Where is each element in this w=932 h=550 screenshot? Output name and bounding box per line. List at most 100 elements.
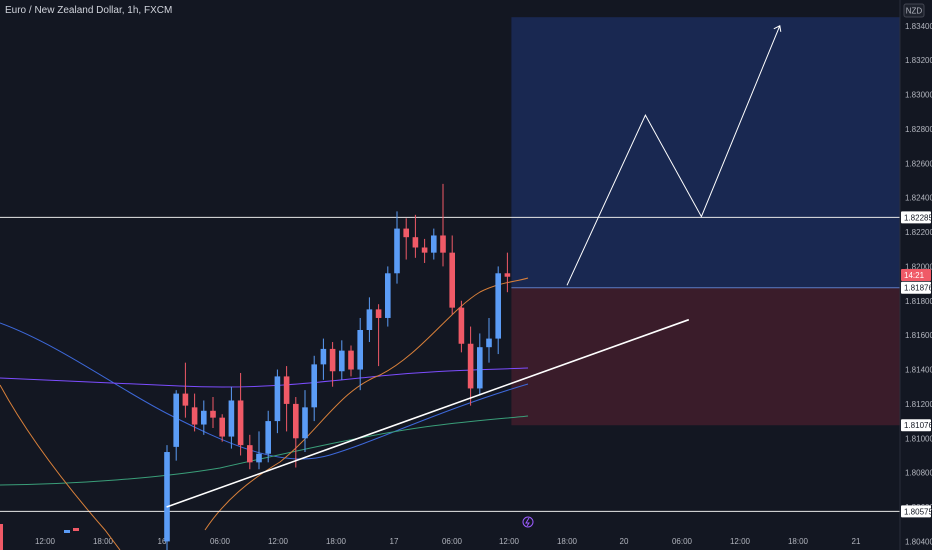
candle-24	[375, 304, 382, 367]
candle-body	[283, 376, 290, 404]
candle-3	[182, 362, 189, 418]
x-tick-label-7: 17	[390, 537, 399, 546]
y-tick-label-2: 1.83200	[905, 56, 932, 65]
y-tick-label-4: 1.82800	[905, 125, 932, 134]
price-label-bg	[901, 211, 931, 224]
x-tick-label-1: 12:00	[35, 537, 56, 546]
candle-26	[394, 211, 400, 284]
trendline	[166, 318, 690, 508]
x-tick-label-4: 06:00	[210, 537, 231, 546]
x-tick-label-6: 18:00	[326, 537, 347, 546]
projection-path	[566, 25, 781, 286]
candle-9	[237, 372, 244, 456]
price-label-4: 1.82285	[901, 211, 932, 224]
candle-22	[357, 317, 363, 391]
candle-2	[173, 390, 179, 461]
candle-38	[504, 252, 511, 293]
target-zone	[511, 17, 900, 288]
y-tick-label-16: 1.80400	[905, 537, 932, 546]
candle-30	[431, 228, 437, 260]
x-tick-label-5: 12:00	[268, 537, 289, 546]
candle-body	[375, 309, 382, 318]
candle-body	[256, 453, 262, 463]
candle-body	[449, 252, 455, 308]
candle-body	[237, 400, 244, 446]
candle-15	[293, 397, 299, 468]
candle-34	[467, 326, 474, 406]
candle-4	[191, 393, 198, 432]
x-tick-label-11: 20	[620, 537, 629, 546]
candle-20	[339, 340, 345, 380]
candle-33	[458, 300, 465, 353]
currency-badge: NZD	[903, 3, 925, 18]
candle-body	[486, 338, 492, 348]
price-label-text: 14:21	[904, 271, 925, 280]
x-tick-label-15: 21	[852, 537, 861, 546]
y-tick-label-12: 1.81200	[905, 400, 932, 409]
price-label-2: 1.81876	[901, 281, 932, 294]
candle-body	[228, 400, 235, 437]
candle-body	[320, 348, 327, 365]
price-label-3: 1.81076	[901, 419, 932, 432]
price-label-bg	[901, 281, 931, 294]
candle-18	[320, 338, 327, 380]
price-label-text: 1.82285	[904, 213, 932, 222]
x-tick-label-10: 18:00	[557, 537, 578, 546]
candle-body	[394, 228, 400, 274]
y-tick-label-5: 1.82600	[905, 159, 932, 168]
candle-36	[486, 317, 492, 363]
candle-body	[495, 273, 501, 339]
projection-arrow-head	[773, 25, 782, 32]
x-tick-label-13: 12:00	[730, 537, 751, 546]
candle-14	[283, 366, 290, 432]
ma-purple-line	[0, 367, 529, 388]
candle-body	[210, 410, 216, 418]
candle-body	[311, 364, 317, 408]
candle-body	[467, 343, 474, 389]
candle-1	[164, 445, 170, 550]
candle-body	[458, 307, 465, 344]
candle-body	[348, 350, 354, 370]
candle-body	[302, 407, 308, 439]
candle-37	[495, 266, 501, 355]
y-tick-label-14: 1.80800	[905, 469, 932, 478]
chart-title: Euro / New Zealand Dollar, 1h, FXCM	[5, 5, 173, 16]
x-tick-label-2: 18:00	[93, 537, 114, 546]
y-tick-label-3: 1.83000	[905, 91, 932, 100]
y-tick-label-1: 1.83400	[905, 22, 932, 31]
price-label-5: 1.80575	[901, 505, 932, 518]
candle-body	[247, 445, 253, 463]
candle-16	[302, 390, 308, 453]
candle-body	[164, 452, 170, 542]
x-tick-label-3: 16	[158, 537, 167, 546]
candle-6	[210, 397, 216, 428]
candle-body	[357, 330, 363, 370]
price-label-bg	[901, 269, 931, 281]
candle-5	[201, 400, 207, 435]
candle-body	[201, 410, 207, 425]
candle-body	[412, 237, 419, 248]
price-label-text: 1.81076	[904, 421, 932, 430]
stop-zone	[511, 287, 900, 426]
ma-orange-line	[0, 277, 529, 550]
candle-21	[348, 345, 354, 377]
candle-body	[274, 376, 281, 422]
candle-28	[412, 214, 419, 258]
y-tick-label-10: 1.81600	[905, 331, 932, 340]
candle-body	[219, 417, 225, 437]
candle-body	[329, 348, 336, 372]
price-label-text: 1.80575	[904, 507, 932, 516]
y-tick-label-11: 1.81400	[905, 366, 932, 375]
currency-badge-label: NZD	[906, 7, 923, 16]
candle-29	[421, 238, 428, 263]
candle-body	[366, 309, 373, 330]
candle-23	[366, 297, 373, 343]
candle-10	[247, 434, 253, 470]
candle-partial	[0, 524, 3, 550]
ma-green-line	[0, 415, 529, 486]
x-tick-label-14: 18:00	[788, 537, 809, 546]
candle-35	[477, 333, 483, 396]
candle-body	[477, 347, 483, 389]
